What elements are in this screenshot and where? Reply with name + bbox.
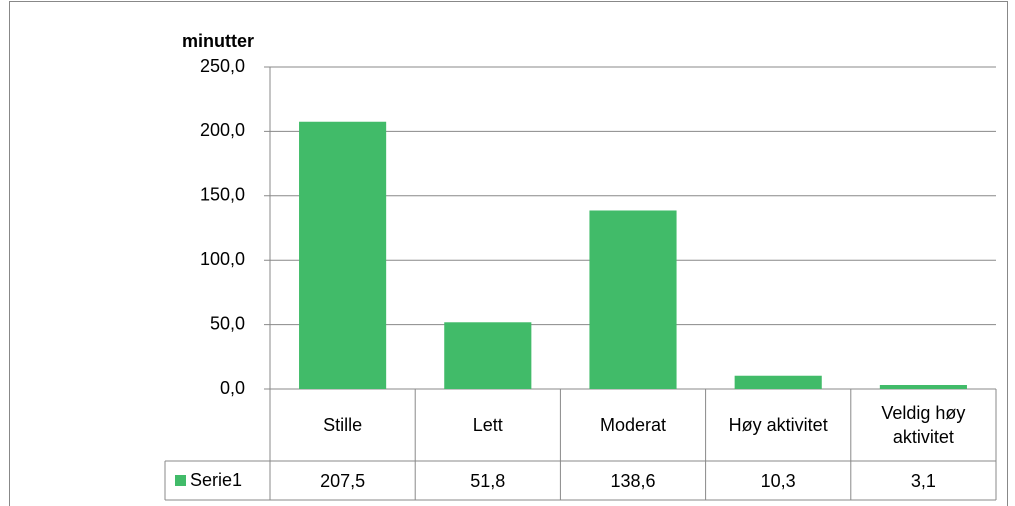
y-tick-label: 200,0 <box>200 120 245 140</box>
category-label: Lett <box>415 389 560 461</box>
data-table-value: 10,3 <box>706 461 851 500</box>
category-label: Høy aktivitet <box>706 389 851 461</box>
category-label-text: Veldig høy aktivitet <box>881 403 966 447</box>
y-tick-label: 150,0 <box>200 185 245 205</box>
y-tick-label: 100,0 <box>200 249 245 269</box>
legend-swatch <box>175 475 186 486</box>
y-axis-title: minutter <box>182 31 254 51</box>
bar <box>589 210 677 389</box>
data-table-value-text: 10,3 <box>760 470 796 491</box>
data-table-value: 138,6 <box>560 461 705 500</box>
data-table-value: 3,1 <box>851 461 996 500</box>
bar <box>299 121 387 390</box>
data-table-value: 51,8 <box>415 461 560 500</box>
bar <box>444 322 532 389</box>
y-tick-label: 0,0 <box>220 378 245 398</box>
category-label: Moderat <box>560 389 705 461</box>
y-tick-label: 250,0 <box>200 56 245 76</box>
y-tick-label: 50,0 <box>210 313 245 333</box>
category-label-text: Moderat <box>599 415 666 435</box>
data-table-value-text: 51,8 <box>470 470 506 491</box>
bar <box>734 375 822 389</box>
category-label-text: Lett <box>472 415 503 435</box>
chart-border <box>9 1 1008 506</box>
bar <box>879 385 967 389</box>
data-table-value-text: 138,6 <box>610 470 656 491</box>
data-table-value-text: 3,1 <box>910 470 936 491</box>
category-label-text: Høy aktivitet <box>728 415 828 435</box>
category-label-text: Stille <box>323 415 363 435</box>
category-label: Veldig høy aktivitet <box>851 389 996 461</box>
data-table-value-text: 207,5 <box>320 470 366 491</box>
legend-label: Serie1 <box>190 470 242 490</box>
data-table-value: 207,5 <box>270 461 415 500</box>
category-label: Stille <box>270 389 415 461</box>
